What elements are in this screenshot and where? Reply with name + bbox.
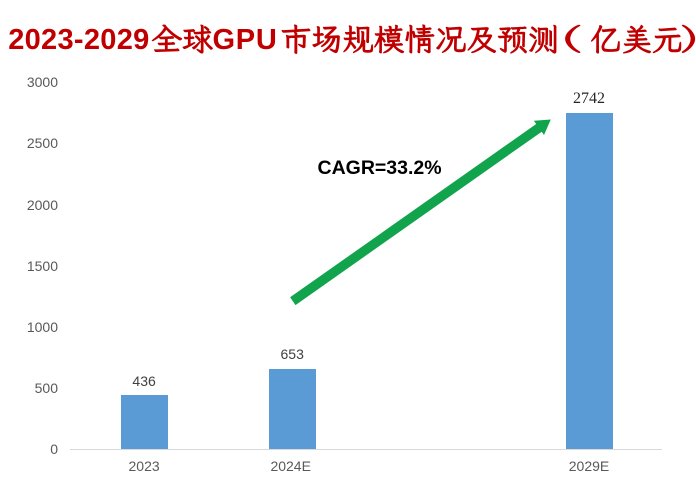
svg-text:GPU: GPU: [213, 24, 278, 56]
svg-text:2023-2029: 2023-2029: [8, 24, 149, 56]
